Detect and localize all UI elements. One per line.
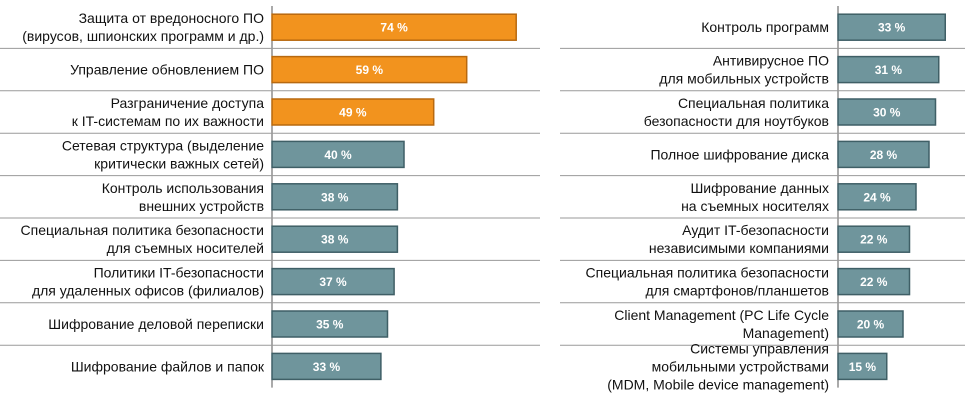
- right-bar-9: [837, 352, 888, 381]
- left-bar-6: [271, 225, 399, 253]
- right-category-label-9: (MDM, Mobile device management): [607, 376, 829, 392]
- left-category-label-6: для съемных носителей: [107, 240, 264, 256]
- right-bar-2: [837, 55, 940, 84]
- left-bar-value-label-4: 40 %: [324, 148, 352, 162]
- right-bar-value-label-6: 22 %: [860, 233, 888, 247]
- right-bar-8: [837, 310, 904, 338]
- left-bar-3: [271, 98, 435, 126]
- right-category-label-5: Шифрование данных: [690, 180, 829, 196]
- left-category-label-3: к IT-системам по их важности: [72, 113, 264, 129]
- left-bar-9: [271, 352, 382, 381]
- right-bar-value-label-1: 33 %: [878, 21, 906, 35]
- right-category-label-1: Контроль программ: [701, 19, 829, 35]
- left-category-label-5: внешних устройств: [139, 198, 264, 214]
- left-category-label-7: Политики IT-безопасности: [94, 265, 264, 281]
- right-category-label-7: для смартфонов/планшетов: [645, 283, 829, 299]
- right-category-label-3: Специальная политика: [678, 95, 829, 111]
- right-bar-value-label-4: 28 %: [870, 148, 898, 162]
- left-bar-value-label-5: 38 %: [321, 190, 349, 204]
- right-category-label-6: Аудит IT-безопасности: [682, 222, 829, 238]
- right-category-label-9: Системы управления: [690, 340, 829, 356]
- left-category-label-4: критически важных сетей): [94, 155, 264, 171]
- left-bar-value-label-2: 59 %: [356, 63, 384, 77]
- right-bar-value-label-9: 15 %: [849, 360, 877, 374]
- left-category-label-5: Контроль использования: [102, 180, 264, 196]
- right-bar-3: [837, 98, 937, 126]
- left-category-label-1: (вирусов, шпионских программ и др.): [22, 28, 264, 44]
- right-category-label-8: Management): [743, 325, 829, 341]
- left-category-label-8: Шифрование деловой переписки: [48, 316, 264, 332]
- right-chart-panel: 33 % Контроль программ 31 % Антивирусное ПО…: [560, 6, 965, 392]
- right-bar-4: [837, 140, 930, 169]
- right-category-label-5: на съемных носителях: [681, 198, 829, 214]
- left-category-label-9: Шифрование файлов и папок: [71, 358, 265, 374]
- right-bar-value-label-7: 22 %: [860, 275, 888, 289]
- right-category-label-3: безопасности для ноутбуков: [644, 113, 829, 129]
- left-category-label-6: Специальная политика безопасности: [21, 222, 264, 238]
- left-category-label-7: для удаленных офисов (филиалов): [32, 283, 264, 299]
- left-bar-2: [271, 55, 468, 84]
- right-category-label-7: Специальная политика безопасности: [586, 265, 829, 281]
- left-category-label-3: Разграничение доступа: [111, 95, 265, 111]
- left-category-label-1: Защита от вредоносного ПО: [79, 10, 265, 26]
- left-bar-value-label-8: 35 %: [316, 318, 344, 332]
- right-bar-5: [837, 183, 917, 211]
- right-bar-1: [837, 13, 946, 41]
- right-category-label-8: Client Management (PC Life Cycle: [614, 307, 829, 323]
- left-bar-value-label-6: 38 %: [321, 233, 349, 247]
- left-bar-value-label-9: 33 %: [313, 360, 341, 374]
- right-bar-7: [837, 267, 911, 296]
- left-bar-value-label-7: 37 %: [319, 275, 347, 289]
- left-bar-8: [271, 310, 389, 338]
- right-category-label-9: мобильными устройствами: [652, 358, 829, 374]
- left-bar-7: [271, 267, 395, 296]
- left-category-label-4: Сетевая структура (выделение: [62, 137, 264, 153]
- right-bar-value-label-8: 20 %: [857, 318, 885, 332]
- left-bar-value-label-3: 49 %: [339, 106, 367, 120]
- left-bar-value-label-1: 74 %: [380, 21, 408, 35]
- right-category-label-4: Полное шифрование диска: [650, 146, 829, 162]
- right-bar-value-label-2: 31 %: [875, 63, 903, 77]
- right-category-label-6: независимыми компаниями: [649, 240, 829, 256]
- right-bar-value-label-3: 30 %: [873, 106, 901, 120]
- right-category-label-2: для мобильных устройств: [659, 71, 829, 87]
- right-bar-value-label-5: 24 %: [863, 190, 891, 204]
- right-bar-6: [837, 225, 911, 253]
- left-bar-4: [271, 140, 405, 169]
- right-category-label-2: Антивирусное ПО: [713, 53, 829, 69]
- left-category-label-2: Управление обновлением ПО: [70, 62, 264, 78]
- left-bar-1: [271, 13, 517, 41]
- left-bar-5: [271, 183, 399, 211]
- left-chart-panel: 74 % Защита от вредоносного ПО (вирусов, ш…: [0, 6, 540, 388]
